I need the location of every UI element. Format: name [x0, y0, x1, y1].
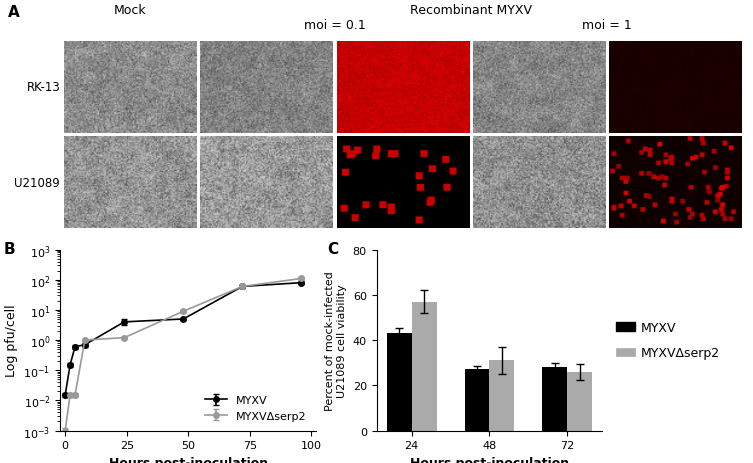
- Bar: [567, 372, 592, 431]
- Legend: MYXV, MYXVΔserp2: MYXV, MYXVΔserp2: [200, 391, 311, 425]
- Bar: [465, 369, 489, 431]
- Text: Mock: Mock: [114, 4, 146, 17]
- Text: Recombinant MYXV: Recombinant MYXV: [410, 4, 532, 17]
- Bar: [489, 361, 514, 431]
- X-axis label: Hours post-inoculation: Hours post-inoculation: [108, 456, 268, 463]
- X-axis label: Hours post-inoculation: Hours post-inoculation: [410, 456, 569, 463]
- Text: moi = 1: moi = 1: [582, 19, 632, 32]
- Text: moi = 0.1: moi = 0.1: [303, 19, 365, 32]
- Text: B: B: [4, 241, 16, 256]
- Text: C: C: [327, 241, 338, 256]
- Bar: [542, 368, 567, 431]
- Text: U21089: U21089: [14, 176, 60, 189]
- Text: A: A: [8, 5, 20, 19]
- Bar: [412, 302, 437, 431]
- Text: RK-13: RK-13: [26, 81, 60, 94]
- Y-axis label: Percent of mock-infected
U21089 cell viability: Percent of mock-infected U21089 cell via…: [325, 270, 347, 410]
- Bar: [387, 333, 412, 431]
- Legend: MYXV, MYXVΔserp2: MYXV, MYXVΔserp2: [616, 321, 721, 359]
- Y-axis label: Log pfu/cell: Log pfu/cell: [5, 304, 18, 376]
